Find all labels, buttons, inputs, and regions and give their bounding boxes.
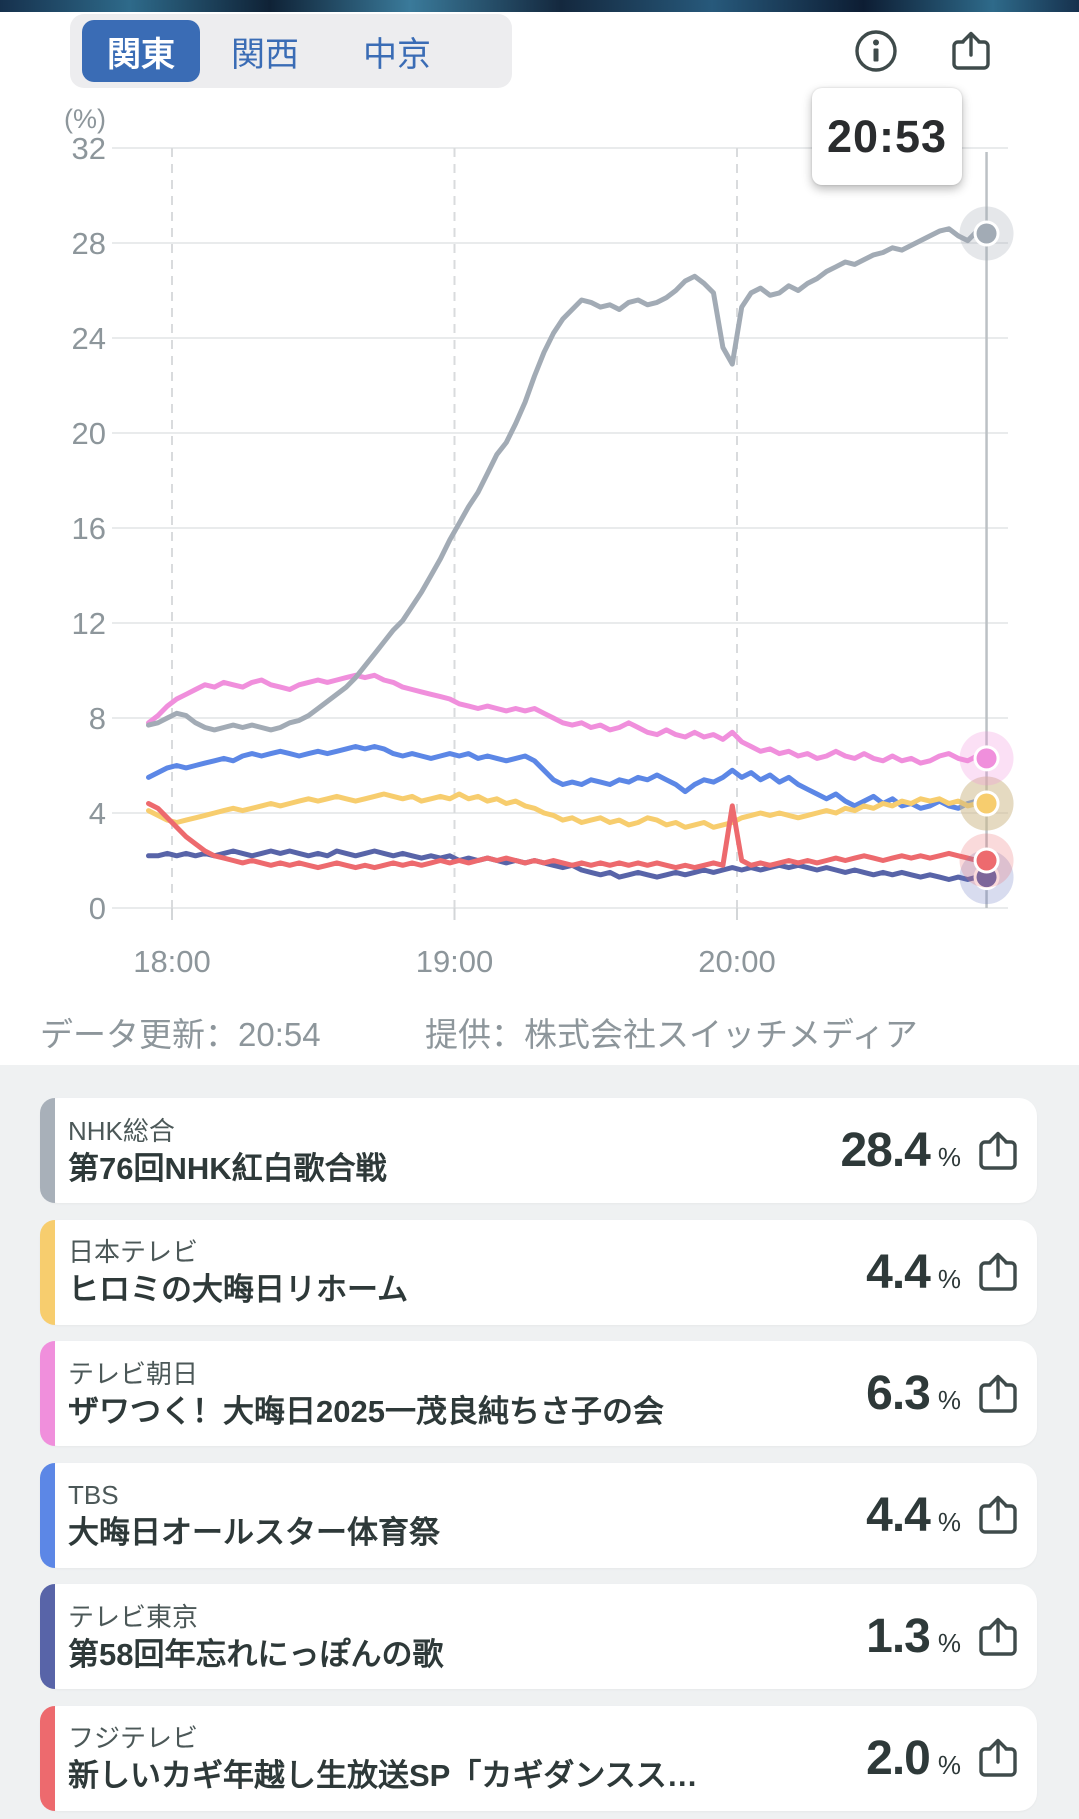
channel-row-body: TBS 大晦日オールスター体育祭 4.4% xyxy=(68,1463,1021,1568)
marker-dot-フジテレビ xyxy=(976,850,997,871)
share-icon[interactable] xyxy=(975,1735,1021,1781)
channel-row-6[interactable]: フジテレビ 新しいカギ年越し生放送SP「カギダンスス… 2.0% xyxy=(40,1705,1037,1811)
station-name: 日本テレビ xyxy=(68,1237,199,1267)
program-title: 第58回年忘れにっぽんの歌 xyxy=(68,1636,444,1672)
series-line-テレビ朝日 xyxy=(146,672,989,766)
info-icon[interactable] xyxy=(853,28,899,74)
station-name: テレビ朝日 xyxy=(68,1358,199,1389)
rating-value: 28.4% xyxy=(840,1123,961,1178)
channel-texts: NHK総合第76回NHK紅白歌合戦 xyxy=(68,1113,840,1189)
y-tick-label-28: 28 xyxy=(72,226,106,261)
share-icon[interactable] xyxy=(975,1249,1021,1295)
program-title: ヒロミの大晦日リホーム xyxy=(68,1272,409,1307)
channel-texts: TBS 大晦日オールスター体育祭 xyxy=(68,1477,866,1553)
channel-row-body: テレビ朝日 ザワつく！大晦日2025一茂良純ちさ子の会 6.3% xyxy=(68,1341,1021,1446)
x-tick-label-19:00: 19:00 xyxy=(416,944,494,979)
program-title: 新しいカギ年越し生放送SP「カギダンスス… xyxy=(68,1758,698,1793)
rating-value: 6.3% xyxy=(866,1366,961,1421)
rating-number: 6.3 xyxy=(866,1367,931,1420)
rating-value: 4.4% xyxy=(866,1488,961,1543)
tab-chukyo[interactable]: 中京 xyxy=(363,35,431,74)
rating-number: 4.4 xyxy=(866,1488,931,1542)
program-title: 第76回NHK紅白歌合戦 xyxy=(68,1150,387,1186)
channel-row-body: テレビ東京 第58回年忘れにっぽんの歌 1.3% xyxy=(68,1584,1021,1689)
station-name: フジテレビ xyxy=(68,1723,199,1753)
series-line-NHK総合 xyxy=(146,226,989,733)
y-tick-label-0: 0 xyxy=(89,891,106,926)
channel-color-bar xyxy=(40,1098,55,1203)
y-tick-label-32: 32 xyxy=(72,131,106,166)
rating-value: 1.3% xyxy=(866,1609,961,1664)
channel-row-5[interactable]: テレビ東京 第58回年忘れにっぽんの歌 1.3% xyxy=(40,1584,1037,1689)
channel-texts: テレビ東京第58回年忘れにっぽんの歌 xyxy=(68,1599,866,1675)
rating-unit: % xyxy=(937,1628,961,1658)
region-tab-bar: 関東 関西 中京 xyxy=(70,14,512,88)
program-title: ザワつく！大晦日2025一茂良純ちさ子の会 xyxy=(68,1393,664,1429)
marker-dot-日本テレビ xyxy=(976,793,997,814)
y-tick-label-4: 4 xyxy=(89,796,106,831)
marker-dot-NHK総合 xyxy=(976,223,997,244)
series-line-TBS xyxy=(146,744,989,811)
channel-color-bar xyxy=(40,1462,55,1568)
rating-number: 1.3 xyxy=(866,1610,931,1663)
x-tick-label-18:00: 18:00 xyxy=(133,944,211,979)
station-name: TBS xyxy=(68,1480,119,1510)
share-icon[interactable] xyxy=(948,28,994,74)
share-icon[interactable] xyxy=(975,1128,1021,1174)
tab-kansai[interactable]: 関西 xyxy=(231,35,299,74)
channel-texts: テレビ朝日ザワつく！大晦日2025一茂良純ちさ子の会 xyxy=(68,1356,866,1432)
rating-value: 2.0% xyxy=(866,1731,961,1786)
series-line-フジテレビ xyxy=(146,801,989,871)
share-icon[interactable] xyxy=(975,1492,1021,1538)
chart-footer: データ更新：20:54 提供：株式会社スイッチメディア xyxy=(0,1008,1079,1054)
y-tick-label-16: 16 xyxy=(72,511,106,546)
channel-row-3[interactable]: テレビ朝日 ザワつく！大晦日2025一茂良純ちさ子の会 6.3% xyxy=(40,1341,1037,1446)
rating-number: 4.4 xyxy=(866,1245,931,1299)
y-tick-label-12: 12 xyxy=(72,606,106,641)
y-tick-label-24: 24 xyxy=(72,321,106,356)
marker-dot-テレビ朝日 xyxy=(976,748,997,769)
channel-row-1[interactable]: NHK総合 第76回NHK紅白歌合戦 28.4% xyxy=(40,1098,1037,1203)
rating-unit: % xyxy=(937,1506,961,1537)
station-name: テレビ東京 xyxy=(68,1601,199,1632)
rating-value: 4.4% xyxy=(866,1245,961,1300)
channel-row-body: 日本テレビ ヒロミの大晦日リホーム 4.4% xyxy=(68,1220,1021,1325)
data-updated-label: データ更新：20:54 xyxy=(40,1016,321,1053)
program-title: 大晦日オールスター体育祭 xyxy=(68,1515,440,1550)
rating-number: 2.0 xyxy=(866,1731,931,1785)
channel-row-4[interactable]: TBS 大晦日オールスター体育祭 4.4% xyxy=(40,1462,1037,1568)
cursor-time-tooltip: 20:53 xyxy=(812,88,962,185)
y-axis-unit: (%) xyxy=(64,104,106,134)
share-icon[interactable] xyxy=(975,1614,1021,1660)
channel-color-bar xyxy=(40,1705,55,1811)
channel-texts: 日本テレビヒロミの大晦日リホーム xyxy=(68,1234,866,1310)
channel-texts: フジテレビ新しいカギ年越し生放送SP「カギダンスス… xyxy=(68,1720,866,1796)
channel-color-bar xyxy=(40,1341,55,1446)
station-name: NHK総合 xyxy=(68,1115,175,1146)
rating-unit: % xyxy=(937,1749,961,1780)
y-tick-label-8: 8 xyxy=(89,701,106,736)
header-photo-strip xyxy=(0,0,1079,12)
tab-kanto[interactable]: 関東 xyxy=(82,20,200,82)
rating-unit: % xyxy=(937,1385,961,1415)
rating-number: 28.4 xyxy=(840,1124,930,1177)
share-icon[interactable] xyxy=(975,1371,1021,1417)
channel-row-2[interactable]: 日本テレビ ヒロミの大晦日リホーム 4.4% xyxy=(40,1219,1037,1325)
channel-row-body: NHK総合 第76回NHK紅白歌合戦 28.4% xyxy=(68,1098,1021,1203)
series-line-日本テレビ xyxy=(146,791,989,830)
channel-list: NHK総合 第76回NHK紅白歌合戦 28.4% 日本テレビ ヒロミの大晦日リホーム 4.… xyxy=(0,1065,1079,1819)
cursor-time-label: 20:53 xyxy=(826,110,948,162)
data-provider-label: 提供：株式会社スイッチメディア xyxy=(425,1016,918,1053)
x-tick-label-20:00: 20:00 xyxy=(698,944,776,979)
channel-color-bar xyxy=(40,1584,55,1689)
channel-row-body: フジテレビ 新しいカギ年越し生放送SP「カギダンスス… 2.0% xyxy=(68,1706,1021,1811)
y-tick-label-20: 20 xyxy=(72,416,106,451)
rating-unit: % xyxy=(937,1142,961,1172)
rating-unit: % xyxy=(937,1263,961,1294)
ratings-line-chart[interactable]: 0 4 8 12 16 20 24 28 32(%) 18:00 19:00 20:00 xyxy=(0,0,1079,1000)
channel-color-bar xyxy=(40,1219,55,1325)
